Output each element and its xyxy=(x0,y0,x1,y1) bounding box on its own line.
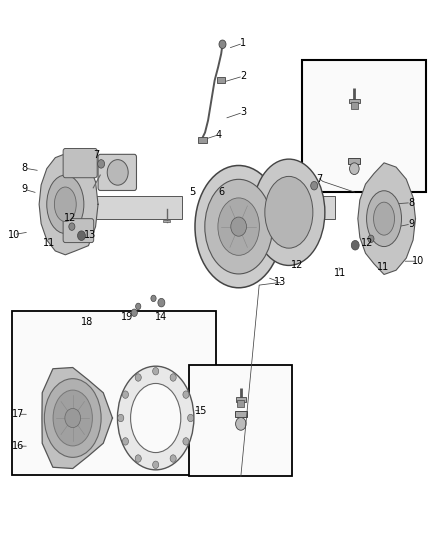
Ellipse shape xyxy=(53,390,92,446)
Ellipse shape xyxy=(205,179,272,274)
Circle shape xyxy=(152,368,159,375)
Circle shape xyxy=(78,231,85,240)
Text: 8: 8 xyxy=(21,163,28,173)
Bar xyxy=(351,102,358,109)
Polygon shape xyxy=(358,163,416,274)
Ellipse shape xyxy=(265,176,313,248)
Text: 1: 1 xyxy=(240,38,246,48)
Text: 8: 8 xyxy=(408,198,414,208)
Ellipse shape xyxy=(44,378,101,457)
Text: 4: 4 xyxy=(216,130,222,140)
Polygon shape xyxy=(42,368,113,469)
FancyBboxPatch shape xyxy=(63,219,94,243)
Circle shape xyxy=(69,223,75,230)
Ellipse shape xyxy=(131,383,181,453)
Bar xyxy=(348,158,360,165)
Circle shape xyxy=(183,438,189,445)
Circle shape xyxy=(187,414,194,422)
Text: 9: 9 xyxy=(21,184,28,195)
Ellipse shape xyxy=(107,160,128,185)
Bar xyxy=(86,196,182,219)
Text: 11: 11 xyxy=(377,262,389,271)
Bar xyxy=(349,99,360,103)
FancyBboxPatch shape xyxy=(98,155,137,190)
Ellipse shape xyxy=(47,175,84,233)
Text: 11: 11 xyxy=(42,238,55,247)
Circle shape xyxy=(98,160,105,168)
Circle shape xyxy=(231,217,247,236)
Text: 14: 14 xyxy=(155,312,167,322)
Text: 9: 9 xyxy=(408,219,414,229)
Circle shape xyxy=(151,295,156,302)
Circle shape xyxy=(136,303,141,310)
Circle shape xyxy=(219,40,226,49)
Circle shape xyxy=(65,408,81,427)
FancyBboxPatch shape xyxy=(63,149,97,177)
Text: 18: 18 xyxy=(81,317,93,327)
Text: 2: 2 xyxy=(240,71,246,81)
Bar xyxy=(236,397,246,401)
Text: 7: 7 xyxy=(316,174,322,184)
Ellipse shape xyxy=(117,366,194,470)
Circle shape xyxy=(135,374,141,381)
Circle shape xyxy=(152,461,159,469)
Text: 12: 12 xyxy=(64,213,77,223)
Polygon shape xyxy=(39,150,98,255)
Text: 16: 16 xyxy=(12,441,24,451)
Circle shape xyxy=(118,414,124,422)
Circle shape xyxy=(368,235,374,243)
Text: 13: 13 xyxy=(274,278,286,287)
Circle shape xyxy=(122,391,128,398)
Circle shape xyxy=(351,240,359,250)
Text: 5: 5 xyxy=(189,187,195,197)
Text: 12: 12 xyxy=(291,261,304,270)
Ellipse shape xyxy=(195,165,283,288)
Ellipse shape xyxy=(367,191,402,247)
Circle shape xyxy=(135,455,141,462)
Circle shape xyxy=(131,309,138,317)
Bar xyxy=(302,60,426,192)
Circle shape xyxy=(170,455,176,462)
Text: 12: 12 xyxy=(361,238,374,247)
Bar xyxy=(198,137,207,143)
Text: 6: 6 xyxy=(218,187,224,197)
Text: 13: 13 xyxy=(84,230,96,240)
Text: 17: 17 xyxy=(12,409,25,419)
Text: 10: 10 xyxy=(8,230,20,240)
Ellipse shape xyxy=(374,202,395,235)
Text: 11: 11 xyxy=(334,268,346,278)
Bar xyxy=(189,365,292,477)
Text: 7: 7 xyxy=(94,150,100,160)
Circle shape xyxy=(350,163,359,174)
Bar xyxy=(12,311,216,475)
Bar xyxy=(217,77,225,83)
Circle shape xyxy=(311,181,318,190)
Circle shape xyxy=(158,298,165,307)
Text: 10: 10 xyxy=(412,256,424,266)
Bar xyxy=(237,400,244,407)
Ellipse shape xyxy=(54,187,76,222)
Text: 19: 19 xyxy=(121,312,134,322)
Ellipse shape xyxy=(253,159,325,265)
Bar xyxy=(254,196,335,219)
Circle shape xyxy=(122,438,128,445)
Text: 3: 3 xyxy=(240,107,246,117)
Ellipse shape xyxy=(218,198,259,255)
Circle shape xyxy=(170,374,176,381)
Circle shape xyxy=(183,391,189,398)
Bar xyxy=(163,220,170,222)
Text: 15: 15 xyxy=(195,406,208,416)
Bar xyxy=(235,411,247,417)
Circle shape xyxy=(236,417,246,430)
